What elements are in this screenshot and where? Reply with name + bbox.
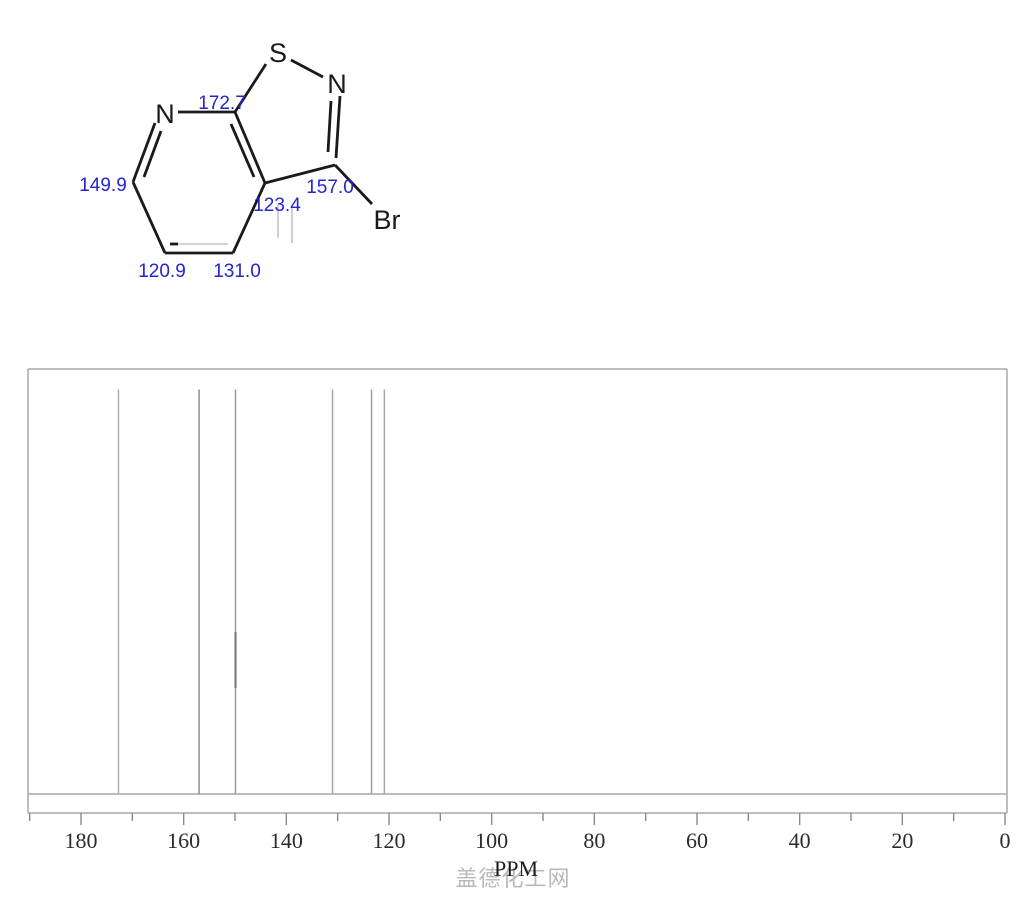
bond (231, 182, 267, 254)
nmr-spectrum-plot: 180 160 140 120 100 80 60 40 20 0 (27, 368, 1010, 853)
bond (131, 181, 167, 254)
axis-tick-label: 60 (686, 828, 708, 853)
chemical-shift-label: 149.9 (79, 175, 127, 196)
atom-label-nitrogen-pyridine: N (155, 99, 175, 129)
bond (131, 122, 157, 183)
bond (333, 164, 374, 205)
bond (290, 58, 324, 79)
axis-tick-label: 180 (65, 828, 98, 853)
axis-tick-label: 0 (999, 828, 1010, 853)
ppm-axis-label: PPM (493, 856, 539, 881)
axis-tick-label: 100 (475, 828, 508, 853)
axis-tick-label: 40 (789, 828, 811, 853)
atom-label-nitrogen-isothiazole: N (327, 69, 347, 99)
molecular-structure: S N N Br 172.7 157.0 149.9 123.4 120.9 131.0 (79, 38, 400, 282)
chemical-shift-label: 131.0 (213, 261, 261, 282)
axis-tick-label: 140 (270, 828, 303, 853)
watermark: 盖德化工网 (455, 866, 571, 891)
bond (233, 63, 268, 113)
bond (142, 130, 163, 178)
chemical-shift-label: 172.7 (198, 93, 246, 114)
chemical-shift-label: 120.9 (138, 261, 186, 282)
bond (264, 163, 336, 185)
chemical-shift-label: 123.4 (253, 195, 301, 216)
bond (233, 111, 267, 184)
bond (229, 123, 256, 178)
bond (326, 100, 333, 153)
bond (334, 95, 342, 159)
chemical-shift-label: 157.0 (306, 177, 354, 198)
atom-label-bromine: Br (374, 205, 401, 235)
axis-tick-label: 120 (372, 828, 405, 853)
axis-tick-label: 80 (583, 828, 605, 853)
axis-tick-label: 20 (891, 828, 913, 853)
axis-tick-label: 160 (167, 828, 200, 853)
atom-label-sulfur: S (269, 38, 287, 68)
